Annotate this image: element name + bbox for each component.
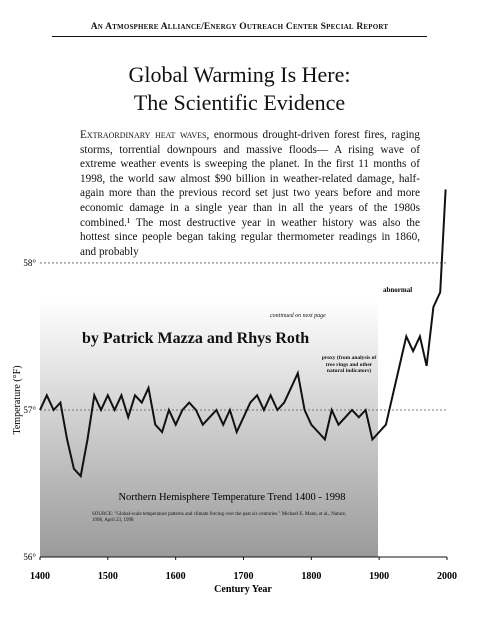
x-tick-label: 1600	[166, 571, 186, 582]
chart-title: Northern Hemisphere Temperature Trend 14…	[118, 492, 345, 503]
authors: by Patrick Mazza and Rhys Roth	[82, 330, 310, 347]
annotation: abnormal	[383, 286, 412, 294]
title: Global Warming Is Here:	[128, 62, 351, 87]
shaded-background	[40, 300, 378, 557]
temperature-line	[39, 189, 447, 479]
x-tick-label: 1400	[30, 571, 50, 582]
y-axis-label: Temperature (°F)	[12, 365, 23, 434]
x-tick-label: 1500	[98, 571, 118, 582]
y-tick-label: 58°	[23, 258, 36, 268]
header: An Atmosphere Alliance/Energy Outreach C…	[52, 22, 427, 37]
y-tick-label: 56°	[23, 552, 36, 562]
x-tick-label: 2000	[437, 571, 457, 582]
source: SOURCE: "Global-scale temperature patter…	[92, 512, 347, 523]
x-tick-label: 1800	[301, 571, 321, 582]
lead: Extraordinary heat waves,	[80, 129, 210, 141]
continued-note: continued on next page	[270, 313, 326, 319]
title: The Scientific Evidence	[133, 90, 346, 115]
y-tick-label: 57°	[23, 405, 36, 415]
x-axis-label: Century Year	[214, 584, 272, 595]
annotation: proxy (from analysis of tree rings and o…	[321, 355, 377, 374]
body-text: Extraordinary heat waves, enormous droug…	[80, 128, 420, 259]
paragraph: enormous drought-driven forest fires, ra…	[80, 129, 420, 258]
x-tick-label: 1900	[369, 571, 389, 582]
x-tick-label: 1700	[234, 571, 254, 582]
